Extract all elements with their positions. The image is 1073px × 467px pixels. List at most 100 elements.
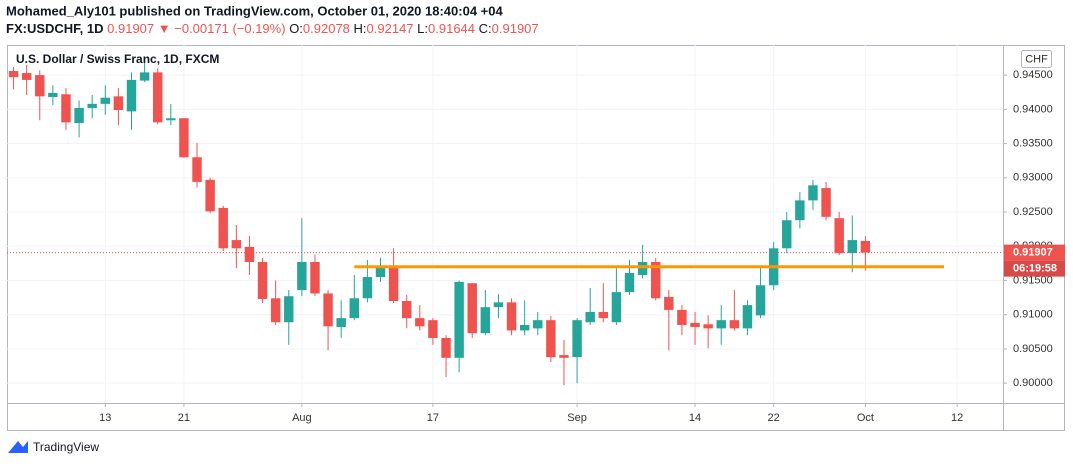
candle-body <box>690 322 700 328</box>
symbol: FX:USDCHF, 1D <box>6 21 104 36</box>
candle-body <box>624 272 635 293</box>
candle-body <box>87 103 97 108</box>
candle-body <box>166 118 176 121</box>
y-tick-label: 0.90500 <box>1013 343 1053 355</box>
candle-body <box>834 218 844 254</box>
x-tick-label: Sep <box>567 412 587 424</box>
candle-body <box>375 266 386 278</box>
candle-body <box>401 301 412 319</box>
candle-body <box>310 261 320 294</box>
candle-body <box>480 307 491 334</box>
countdown: 06:19:58 <box>1013 263 1057 275</box>
candle-body <box>323 293 333 327</box>
candle-body <box>336 318 346 328</box>
candle-body <box>585 311 595 323</box>
y-tick-label: 0.94000 <box>1013 103 1053 115</box>
candle-body <box>100 97 111 104</box>
y-tick-label: 0.91000 <box>1013 309 1053 321</box>
change: ▼ −0.00171 (−0.19%) <box>158 21 286 36</box>
candle-body <box>48 92 58 98</box>
candle-body <box>677 309 687 325</box>
y-tick-label: 0.92500 <box>1013 206 1053 218</box>
candle-body <box>729 320 740 329</box>
candle-body <box>860 240 871 253</box>
candle-body <box>808 185 818 201</box>
y-tick-label: 0.90000 <box>1013 377 1053 389</box>
candle-body <box>284 296 294 323</box>
grid <box>7 45 1003 403</box>
ohlc-label: O: <box>289 21 303 36</box>
x-tick-label: 21 <box>178 412 190 424</box>
candle-body <box>74 107 84 124</box>
last-price-badge <box>1004 244 1065 261</box>
y-tick-label: 0.93000 <box>1013 172 1053 184</box>
candle-body <box>598 311 609 319</box>
frame <box>7 45 1065 431</box>
candle-body <box>533 320 543 329</box>
candle-body <box>297 261 307 291</box>
price-axis: 0.900000.905000.910000.915000.920000.925… <box>99 69 1065 424</box>
candle-body <box>546 320 556 358</box>
candle-body <box>388 265 399 302</box>
candle-body <box>506 302 517 331</box>
candle-body <box>493 302 504 308</box>
candle-body <box>113 96 124 111</box>
candle-body <box>179 118 189 158</box>
candle-body <box>519 324 530 331</box>
ohlc-label: L: <box>417 21 428 36</box>
candle-body <box>742 305 753 329</box>
x-tick-label: 17 <box>427 412 439 424</box>
candle-body <box>192 157 202 182</box>
logo: TradingView <box>8 440 99 454</box>
candle-body <box>257 261 268 299</box>
brand: TradingView <box>33 440 99 454</box>
candle-body <box>8 71 19 78</box>
currency-box <box>1021 50 1052 68</box>
candle-body <box>637 261 648 275</box>
candle-body <box>218 207 228 249</box>
countdown-badge <box>1004 260 1065 277</box>
candle-body <box>244 246 255 262</box>
currency: CHF <box>1025 53 1048 65</box>
candle-body <box>716 320 726 329</box>
x-tick-label: 12 <box>951 412 963 424</box>
x-tick-label: 14 <box>689 412 701 424</box>
y-tick-label: 0.94500 <box>1013 69 1053 81</box>
last-price-label: 0.91907 <box>1013 247 1053 259</box>
logo-icon <box>8 441 28 453</box>
candle-body <box>782 220 792 249</box>
price: 0.91907 <box>107 21 154 36</box>
candle-body <box>795 200 805 221</box>
y-tick-label: 0.93500 <box>1013 137 1053 149</box>
author-line: Mohamed_Aly101 published on TradingView.… <box>6 3 503 18</box>
ohlc-value: 0.91644 <box>428 21 475 36</box>
candle-body <box>454 281 464 358</box>
candle-body <box>664 296 674 310</box>
chart-title: U.S. Dollar / Swiss Franc, 1D, FXCM <box>16 52 219 66</box>
candle-body <box>428 320 438 338</box>
candle-body <box>572 320 582 358</box>
x-tick-label: Aug <box>292 412 312 424</box>
ohlc-value: 0.92147 <box>367 21 414 36</box>
candle-body <box>703 324 713 329</box>
candle-body <box>362 277 373 299</box>
candle-body <box>35 75 45 97</box>
y-tick-label: 0.91500 <box>1013 274 1053 286</box>
candle-body <box>205 179 215 212</box>
x-tick-label: Oct <box>857 412 874 424</box>
candle-body <box>821 188 831 217</box>
candle-body <box>126 79 137 112</box>
candle-body <box>152 72 163 123</box>
candle-body <box>441 337 451 358</box>
candle-body <box>139 72 150 81</box>
candle-body <box>349 298 360 319</box>
x-tick-label: 22 <box>768 412 780 424</box>
candle-body <box>61 94 71 123</box>
candle-body <box>755 285 766 316</box>
candle-body <box>611 292 622 323</box>
ohlc-value: 0.91907 <box>492 21 539 36</box>
ohlc-value: 0.92078 <box>303 21 350 36</box>
plot <box>7 60 1003 386</box>
